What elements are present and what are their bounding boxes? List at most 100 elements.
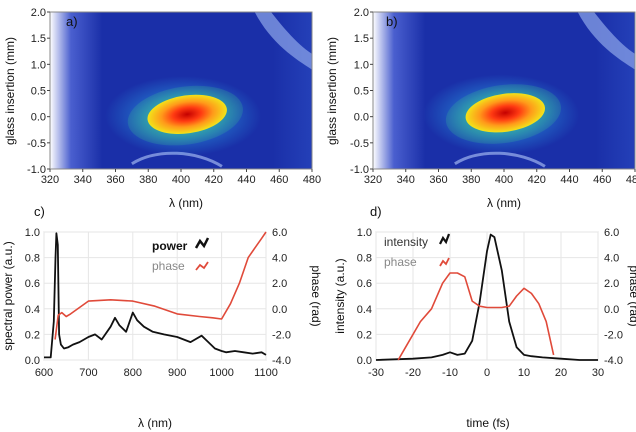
heatmap-b-xlabel: λ (nm) bbox=[487, 196, 521, 210]
heatmap-b-xtick-label: 340 bbox=[397, 174, 415, 186]
heatmap-b-xtick-label: 420 bbox=[528, 174, 546, 186]
plot-c-ytick-label: 0.6 bbox=[25, 278, 40, 290]
heatmap-b-xtick-label: 400 bbox=[495, 174, 513, 186]
heatmap-a-ytick-label: 2.0 bbox=[31, 7, 46, 19]
plot-d-legend-intensity: intensity bbox=[384, 235, 428, 249]
heatmap-b-ytick-label: 1.5 bbox=[354, 33, 369, 45]
plot-d-y2tick-label: -2.0 bbox=[604, 329, 623, 341]
heatmap-b-axes: 320 340 360 380 400 420 440 460 480 -1.0 -0.5 0.0 0.… bbox=[350, 7, 636, 186]
plot-d-xtick-label: 30 bbox=[592, 367, 604, 379]
plot-d-y2label: phase (rad) bbox=[627, 265, 636, 326]
panel-d-label: d) bbox=[370, 204, 382, 219]
panel-a: a) 320 340 360 380 400 420 440 460 480 -1.0 -0.5 0.… bbox=[3, 7, 321, 210]
heatmap-a-ytick-label: 1.0 bbox=[31, 59, 46, 71]
heatmap-b-xtick-label: 380 bbox=[462, 174, 480, 186]
plot-c-xtick-label: 700 bbox=[79, 367, 97, 379]
plot-c-marks: 600 700 800 900 1000 1100 0.0 0.2 0.4 0.6 0.8 1.0 -4… bbox=[25, 227, 291, 379]
plot-d-xtick-label: -20 bbox=[405, 367, 421, 379]
heatmap-b-streak bbox=[577, 12, 635, 70]
plot-d-y2tick-label: 6.0 bbox=[604, 227, 619, 239]
heatmap-a-ytick-label: -1.0 bbox=[27, 164, 46, 176]
plot-d-y2tick-label: 2.0 bbox=[604, 278, 619, 290]
heatmap-b-ytick-label: -0.5 bbox=[350, 138, 369, 150]
heatmap-b-xtick-label: 360 bbox=[429, 174, 447, 186]
plot-d-ytick-label: 0.6 bbox=[357, 278, 372, 290]
panel-c: 600 700 800 900 1000 1100 0.0 0.2 0.4 0.6 0.8 1.0 -4… bbox=[1, 204, 323, 430]
heatmap-a-xtick-label: 320 bbox=[41, 174, 59, 186]
plot-d-ylabel: intensity (a.u.) bbox=[333, 258, 347, 333]
plot-c-y2tick-label: 2.0 bbox=[272, 278, 287, 290]
plot-d-y2tick-label: -4.0 bbox=[604, 355, 623, 367]
panel-b: b) 320 340 360 380 400 420 440 460 480 -1.0 -0.5 0.… bbox=[325, 7, 636, 210]
plot-d-ytick-label: 0.4 bbox=[357, 304, 372, 316]
plot-c-ytick-label: 0.8 bbox=[25, 253, 40, 265]
plot-c-xtick-label: 900 bbox=[168, 367, 186, 379]
plot-d-series-phase bbox=[397, 272, 555, 361]
plot-d-legend-phase-swatch bbox=[439, 257, 450, 267]
heatmap-a-xtick-label: 340 bbox=[74, 174, 92, 186]
heatmap-b-xtick-label: 320 bbox=[364, 174, 382, 186]
heatmap-b-ytick-label: -1.0 bbox=[350, 164, 369, 176]
heatmap-b-ytick-label: 1.0 bbox=[354, 59, 369, 71]
heatmap-a-xtick-label: 460 bbox=[270, 174, 288, 186]
heatmap-b-ylabel: glass insertion (mm) bbox=[325, 37, 339, 145]
plot-c-legend-phase: phase bbox=[152, 259, 185, 273]
plot-c-frame bbox=[43, 231, 267, 361]
heatmap-a-xtick-label: 480 bbox=[303, 174, 321, 186]
plot-c-y2label: phase (rad) bbox=[309, 265, 323, 326]
heatmap-b-xtick-label: 460 bbox=[593, 174, 611, 186]
heatmap-b-xtick-label: 480 bbox=[626, 174, 636, 186]
plot-c-y2tick-label: 6.0 bbox=[272, 227, 287, 239]
plot-c-y2tick-label: -2.0 bbox=[272, 329, 291, 341]
plot-c-ytick-label: 0.2 bbox=[25, 329, 40, 341]
heatmap-b-ytick-label: 0.5 bbox=[354, 86, 369, 98]
plot-c-xtick-label: 800 bbox=[124, 367, 142, 379]
plot-c-legend-power-swatch bbox=[194, 237, 210, 249]
plot-d-xtick-label: -10 bbox=[442, 367, 458, 379]
plot-d-legend-intensity-swatch bbox=[439, 233, 451, 245]
plot-d-y2tick-label: 4.0 bbox=[604, 253, 619, 265]
plot-c-xtick-label: 1100 bbox=[254, 367, 278, 379]
plot-d-marks: -30 -20 -10 0 10 20 30 0.0 0.2 0.4 0.6 0.8 1.0 -4.0 -2… bbox=[357, 227, 623, 379]
plot-d-xtick-label: -30 bbox=[368, 367, 384, 379]
heatmap-a-xtick-label: 440 bbox=[237, 174, 255, 186]
plot-d-xtick-label: 0 bbox=[484, 367, 490, 379]
plot-c-xtick-label: 600 bbox=[35, 367, 53, 379]
plot-c-series-power bbox=[44, 232, 267, 359]
plot-d-ytick-label: 1.0 bbox=[357, 227, 372, 239]
panel-c-label: c) bbox=[34, 204, 45, 219]
heatmap-b-image bbox=[372, 11, 636, 170]
plot-d-xlabel: time (fs) bbox=[466, 416, 509, 430]
plot-c-series-phase bbox=[54, 231, 267, 340]
heatmap-b-hot bbox=[465, 93, 545, 133]
heatmap-a-xlabel: λ (nm) bbox=[169, 196, 203, 210]
plot-d-xtick-label: 10 bbox=[518, 367, 530, 379]
heatmap-a-xtick-label: 380 bbox=[139, 174, 157, 186]
plot-c-legend-power: power bbox=[152, 239, 188, 253]
heatmap-a-streak bbox=[254, 12, 312, 70]
panel-d: -30 -20 -10 0 10 20 30 0.0 0.2 0.4 0.6 0.8 1.0 -4.0 -2… bbox=[333, 204, 636, 430]
heatmap-a-xtick-label: 420 bbox=[205, 174, 223, 186]
plot-c-xtick-label: 1000 bbox=[209, 367, 233, 379]
plot-c-y2tick-label: -4.0 bbox=[272, 355, 291, 367]
plot-d-legend-phase: phase bbox=[384, 255, 417, 269]
heatmap-a-ytick-label: 0.0 bbox=[31, 112, 46, 124]
plot-c-ylabel: spectral power (a.u.) bbox=[1, 241, 15, 350]
heatmap-a-ylabel: glass insertion (mm) bbox=[3, 37, 17, 145]
plot-c-y2tick-label: 0.0 bbox=[272, 304, 287, 316]
heatmap-a-ytick-label: -0.5 bbox=[27, 138, 46, 150]
plot-c-y2tick-label: 4.0 bbox=[272, 253, 287, 265]
plot-c-ytick-label: 0.0 bbox=[25, 355, 40, 367]
plot-c-xlabel: λ (nm) bbox=[138, 416, 172, 430]
heatmap-b-ytick-label: 0.0 bbox=[354, 112, 369, 124]
heatmap-b-xtick-label: 440 bbox=[560, 174, 578, 186]
heatmap-a-image bbox=[49, 11, 313, 170]
plot-d-ytick-label: 0.2 bbox=[357, 329, 372, 341]
panel-a-label: a) bbox=[66, 14, 78, 29]
plot-d-series-intensity bbox=[375, 233, 598, 361]
plot-c-ytick-label: 1.0 bbox=[25, 227, 40, 239]
heatmap-a-ytick-label: 0.5 bbox=[31, 86, 46, 98]
heatmap-a-xtick-label: 360 bbox=[106, 174, 124, 186]
plot-d-xtick-label: 20 bbox=[555, 367, 567, 379]
